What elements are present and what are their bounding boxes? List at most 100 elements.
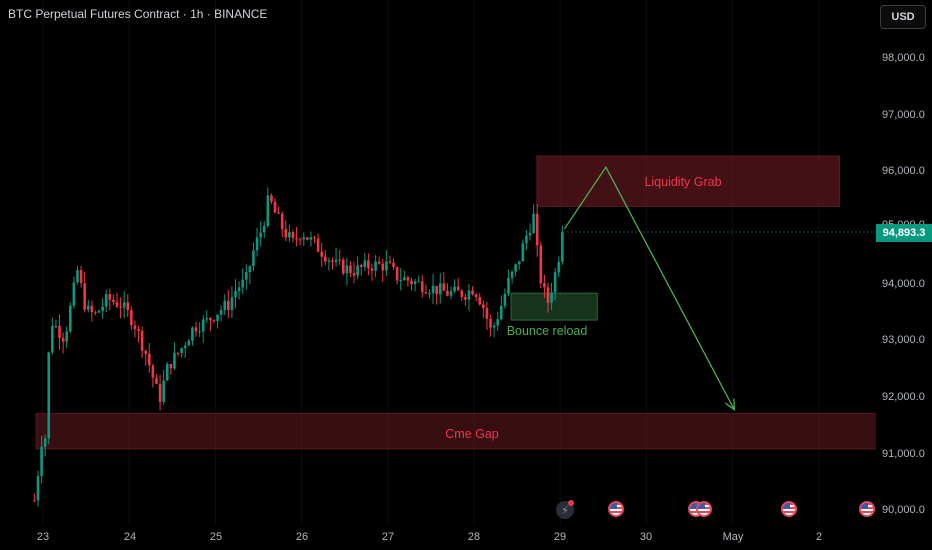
- candle-down: [140, 330, 144, 351]
- candle-down: [546, 287, 550, 303]
- candle-down: [227, 300, 230, 310]
- candle-up: [403, 277, 406, 281]
- candle-up: [438, 283, 442, 295]
- candle-down: [377, 261, 381, 264]
- candle-down: [338, 259, 341, 261]
- us-flag-icon[interactable]: [696, 501, 712, 517]
- candle-up: [180, 348, 183, 354]
- candle-up: [561, 231, 564, 262]
- candle-up: [266, 195, 270, 226]
- candle-down: [381, 263, 385, 271]
- candle-up: [532, 213, 535, 234]
- candle-up: [72, 282, 76, 306]
- candle-up: [183, 345, 187, 349]
- candle-up: [205, 318, 209, 320]
- candle-up: [262, 225, 266, 233]
- candle-down: [320, 251, 324, 257]
- candle-up: [302, 237, 306, 240]
- price-chart[interactable]: [0, 0, 876, 550]
- candles-layer: [33, 187, 876, 507]
- currency-button[interactable]: USD: [880, 5, 926, 29]
- chart-title: BTC Perpetual Futures Contract · 1h · BI…: [8, 7, 268, 21]
- candle-down: [316, 238, 320, 252]
- price-label-92000: 92,000.0: [882, 391, 925, 403]
- candle-up: [431, 285, 435, 294]
- candle-up: [248, 266, 252, 273]
- candle-up: [36, 476, 40, 501]
- price-label-94000: 94,000.0: [882, 278, 925, 290]
- candle-up: [363, 260, 367, 267]
- candle-down: [341, 259, 345, 274]
- candle-down: [169, 363, 173, 369]
- candle-up: [528, 233, 532, 236]
- candle-down: [133, 325, 137, 330]
- candle-down: [151, 365, 155, 378]
- zones-layer: [35, 155, 876, 450]
- candle-up: [162, 380, 165, 402]
- candle-up: [553, 272, 557, 293]
- candle-down: [539, 245, 543, 284]
- candle-down: [460, 290, 464, 297]
- candle-up: [104, 294, 108, 307]
- candle-up: [413, 281, 417, 285]
- candle-down: [194, 327, 198, 332]
- candle-down: [535, 213, 539, 246]
- candle-down: [395, 267, 399, 281]
- price-label-90000: 90,000.0: [882, 504, 925, 516]
- candle-down: [471, 290, 474, 295]
- candle-down: [331, 260, 334, 262]
- candle-up: [417, 281, 420, 283]
- candle-down: [324, 256, 327, 262]
- candle-down: [424, 292, 428, 294]
- us-flag-icon[interactable]: [781, 501, 797, 517]
- candle-up: [86, 305, 90, 310]
- candle-up: [252, 250, 255, 267]
- candle-down: [446, 290, 449, 296]
- candle-up: [101, 306, 104, 311]
- candle-down: [349, 265, 352, 274]
- price-label-93000: 93,000.0: [882, 334, 925, 346]
- candle-up: [334, 259, 338, 262]
- candle-up: [356, 265, 359, 276]
- candle-down: [277, 212, 280, 214]
- candle-down: [464, 296, 467, 300]
- candle-down: [280, 213, 284, 230]
- candle-up: [309, 237, 313, 240]
- time-label-29: 29: [553, 531, 567, 543]
- bounce-reload-zone: [510, 292, 598, 321]
- price-label-97000: 97,000.0: [882, 109, 925, 121]
- candle-up: [374, 261, 377, 271]
- candle-up: [216, 314, 219, 322]
- candle-up: [288, 232, 291, 238]
- cme-gap-zone: [35, 413, 876, 450]
- candle-down: [298, 239, 302, 241]
- liquidity-grab-zone: [536, 155, 840, 207]
- candle-down: [79, 270, 83, 284]
- bounce-reload-label: Bounce reload: [506, 324, 588, 338]
- us-flag-icon[interactable]: [608, 501, 624, 517]
- candle-up: [65, 331, 69, 342]
- time-label-30: 30: [639, 531, 653, 543]
- candle-up: [557, 261, 561, 273]
- candle-up: [191, 327, 194, 341]
- candle-up: [507, 277, 510, 294]
- candle-up: [165, 363, 169, 381]
- candle-up: [399, 280, 403, 282]
- candle-up: [244, 272, 248, 280]
- candle-up: [187, 340, 191, 346]
- candle-down: [158, 383, 162, 402]
- candle-down: [410, 280, 413, 285]
- candle-down: [115, 302, 119, 307]
- candle-down: [474, 294, 478, 297]
- candle-up: [230, 297, 234, 310]
- candle-up: [43, 438, 47, 447]
- candle-up: [97, 310, 101, 313]
- candle-down: [83, 283, 86, 310]
- candle-down: [155, 377, 158, 384]
- candle-down: [90, 305, 94, 313]
- candle-down: [58, 325, 61, 339]
- candle-down: [456, 286, 460, 291]
- candle-up: [345, 265, 349, 274]
- us-flag-icon[interactable]: [859, 501, 875, 517]
- candle-down: [295, 237, 298, 240]
